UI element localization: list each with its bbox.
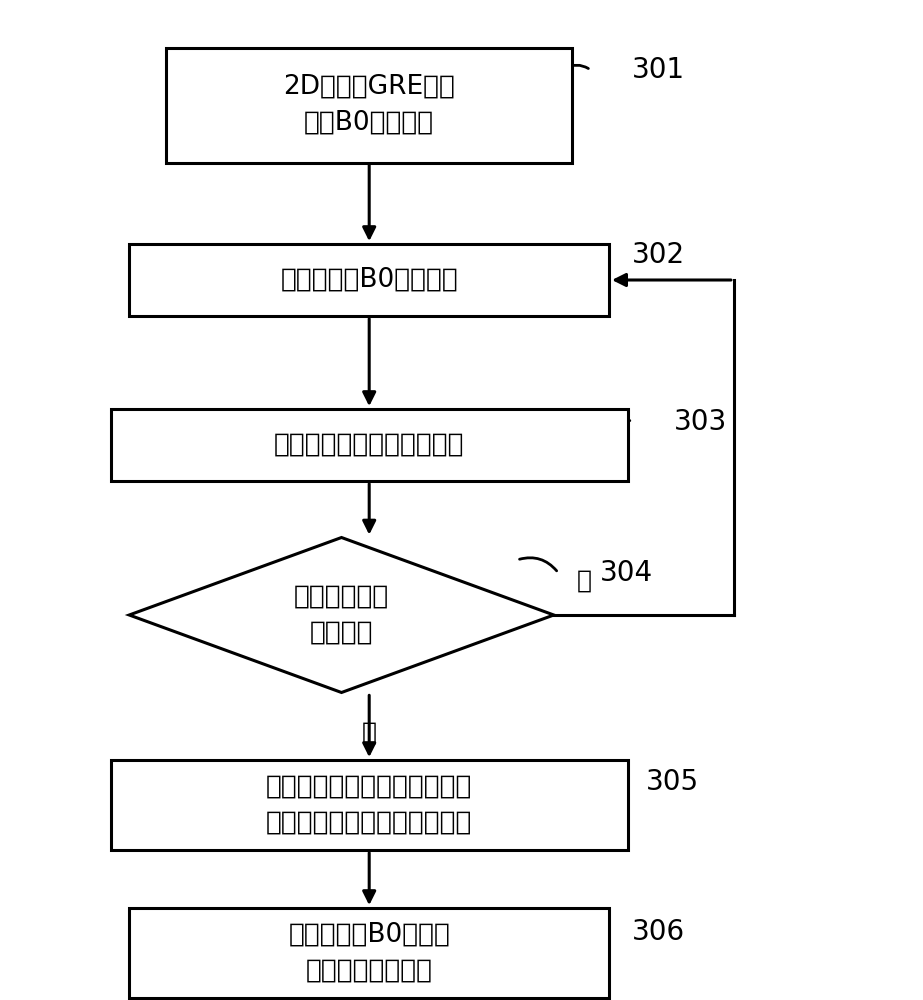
FancyBboxPatch shape xyxy=(111,409,628,481)
Text: 2D多回波GRE序列
采集B0场图信息: 2D多回波GRE序列 采集B0场图信息 xyxy=(283,74,455,136)
Text: 计算并评估B0的均匀度: 计算并评估B0的均匀度 xyxy=(281,267,458,293)
FancyBboxPatch shape xyxy=(111,760,628,850)
Text: 判断是否达到
约束条件: 判断是否达到 约束条件 xyxy=(294,584,390,646)
Text: 305: 305 xyxy=(646,768,700,796)
Text: 测试并评估B0的均匀
度，实现匀场目的: 测试并评估B0的均匀 度，实现匀场目的 xyxy=(288,922,450,984)
Text: 301: 301 xyxy=(632,56,686,84)
Text: 输出最优电流组合，并在电流
控制软件上设置对应的电流值: 输出最优电流组合，并在电流 控制软件上设置对应的电流值 xyxy=(266,774,473,836)
FancyBboxPatch shape xyxy=(129,244,609,316)
Text: 是: 是 xyxy=(362,720,377,744)
FancyBboxPatch shape xyxy=(166,47,572,162)
Polygon shape xyxy=(129,538,554,692)
Text: 否: 否 xyxy=(577,569,592,593)
Text: 304: 304 xyxy=(600,559,653,587)
Text: 303: 303 xyxy=(674,408,727,436)
FancyBboxPatch shape xyxy=(129,908,609,998)
Text: 优化每通道匀场线圈的电流: 优化每通道匀场线圈的电流 xyxy=(274,432,464,458)
Text: 302: 302 xyxy=(632,241,686,269)
Text: 306: 306 xyxy=(632,918,686,946)
